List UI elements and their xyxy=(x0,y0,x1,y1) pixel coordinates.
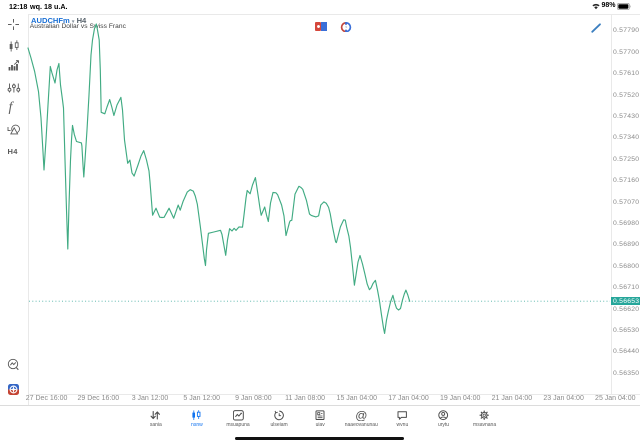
svg-text:@: @ xyxy=(356,410,367,421)
